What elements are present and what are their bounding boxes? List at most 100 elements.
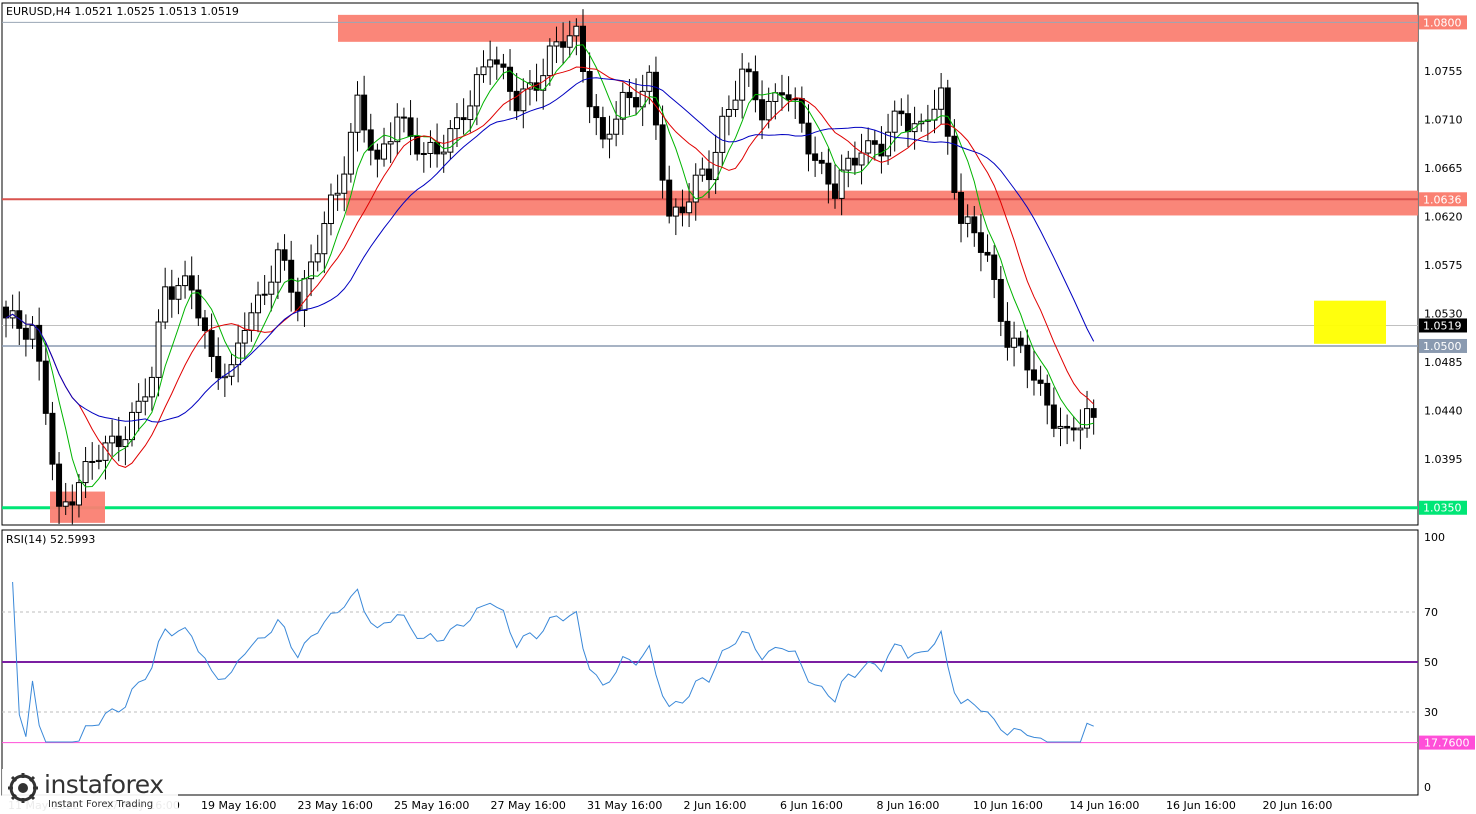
candle-bear: [3, 306, 9, 319]
candle-bull: [341, 173, 348, 194]
candle-bear: [42, 360, 49, 414]
candle-bear: [36, 324, 43, 362]
candle-bull: [686, 201, 693, 214]
candle-bear: [944, 87, 951, 137]
candle-bull: [520, 88, 527, 112]
candle-bear: [745, 68, 752, 73]
candle-bear: [626, 91, 633, 99]
candle-bull: [301, 278, 308, 311]
candle-bull: [122, 439, 129, 448]
time-axis-tick: 20 Jun 16:00: [1263, 799, 1333, 812]
consolidation-highlight-box: [1314, 300, 1386, 344]
candle-bear: [977, 232, 984, 253]
time-axis-tick: 6 Jun 16:00: [780, 799, 843, 812]
candle-bear: [832, 183, 839, 199]
instaforex-logo: instaforex Instant Forex Trading: [2, 769, 178, 813]
time-axis-tick: 8 Jun 16:00: [877, 799, 940, 812]
candle-bull: [175, 285, 182, 300]
candle-bear: [294, 291, 301, 311]
candle-bull: [613, 118, 620, 135]
symbol-label: EURUSD,H4 1.0521 1.0525 1.0513 1.0519: [6, 5, 239, 18]
candle-bull: [440, 151, 447, 155]
price-tag-1.0500: 1.0500: [1423, 340, 1462, 353]
candle-bear: [493, 59, 500, 65]
candle-bull: [308, 261, 315, 280]
candle-bear: [208, 330, 215, 357]
candle-bear: [679, 206, 686, 214]
candle-bull: [719, 115, 726, 153]
time-axis-tick: 25 May 16:00: [394, 799, 469, 812]
candle-bear: [593, 106, 600, 119]
candle-bull: [765, 100, 772, 121]
candle-bear: [752, 71, 759, 101]
candle-bull: [135, 400, 142, 413]
candle-bull: [573, 25, 580, 37]
candle-bear: [984, 251, 991, 256]
candle-bull: [274, 249, 281, 283]
candle-bull: [1077, 427, 1084, 431]
candle-bull: [453, 117, 460, 130]
price-axis-tick: 1.0440: [1424, 405, 1463, 418]
price-tag-1.0800-bg: [1419, 15, 1467, 30]
candle-bull: [964, 216, 971, 224]
candle-bear: [281, 249, 288, 261]
rsi-axis-tick: 100: [1424, 531, 1445, 544]
time-axis-tick: 10 Jun 16:00: [973, 799, 1043, 812]
candle-bear: [958, 191, 965, 224]
price-tag-1.0800: 1.0800: [1423, 16, 1462, 29]
candle-bear: [1037, 379, 1044, 384]
candle-bear: [579, 25, 586, 72]
price-tag-1.0350-bg: [1419, 500, 1467, 515]
resistance-zone-1.0800: [338, 14, 1418, 42]
candle-bear: [633, 97, 640, 108]
candle-bear: [759, 99, 766, 121]
candle-bear: [1004, 320, 1011, 348]
candle-bull: [394, 116, 401, 143]
candle-bull: [235, 342, 242, 366]
candle-bear: [904, 113, 911, 133]
candle-bear: [1064, 425, 1071, 429]
candle-bear: [785, 94, 792, 101]
candle-bull: [255, 294, 262, 314]
current-price-tag: 1.0519: [1423, 319, 1462, 332]
candle-bear: [361, 94, 368, 131]
candle-bull: [142, 396, 149, 402]
candle-bull: [553, 41, 560, 47]
candle-bear: [1017, 337, 1024, 346]
candle-bear: [560, 41, 567, 48]
candle-bull: [420, 152, 427, 155]
candle-bull: [480, 66, 487, 76]
candle-bull: [546, 45, 553, 77]
rsi-tag-17.76: 17.7600: [1424, 737, 1470, 750]
candle-bear: [659, 124, 666, 181]
candle-bull: [241, 330, 248, 344]
candle-bear: [407, 117, 414, 137]
candle-bear: [168, 286, 175, 300]
candle-bear: [69, 501, 76, 506]
candle-bull: [75, 482, 82, 506]
rsi-axis-tick: 70: [1424, 606, 1438, 619]
candle-bull: [891, 110, 898, 133]
rsi-tag-17.76-bg: [1419, 735, 1475, 750]
candle-bear: [825, 162, 832, 185]
logo-tagline: Instant Forex Trading: [48, 799, 154, 810]
candle-bear: [851, 157, 858, 166]
price-tag-1.0636-bg: [1419, 192, 1467, 207]
candle-bull: [129, 411, 136, 441]
candle-bear: [878, 143, 885, 157]
candle-bull: [619, 91, 626, 120]
time-axis-tick: 16 Jun 16:00: [1166, 799, 1236, 812]
candle-bear: [49, 412, 56, 465]
price-axis-tick: 1.0710: [1424, 113, 1463, 126]
candle-bull: [725, 108, 732, 117]
candle-bear: [599, 117, 606, 140]
price-axis-tick: 1.0575: [1424, 259, 1463, 272]
moving-average-fast: [5, 44, 1094, 488]
candle-bear: [1090, 408, 1097, 418]
candle-bull: [95, 459, 102, 462]
candle-bear: [971, 216, 978, 234]
resistance-zone-1.0636: [346, 190, 1418, 216]
candle-bear: [1070, 427, 1077, 431]
candle-bear: [805, 122, 812, 155]
